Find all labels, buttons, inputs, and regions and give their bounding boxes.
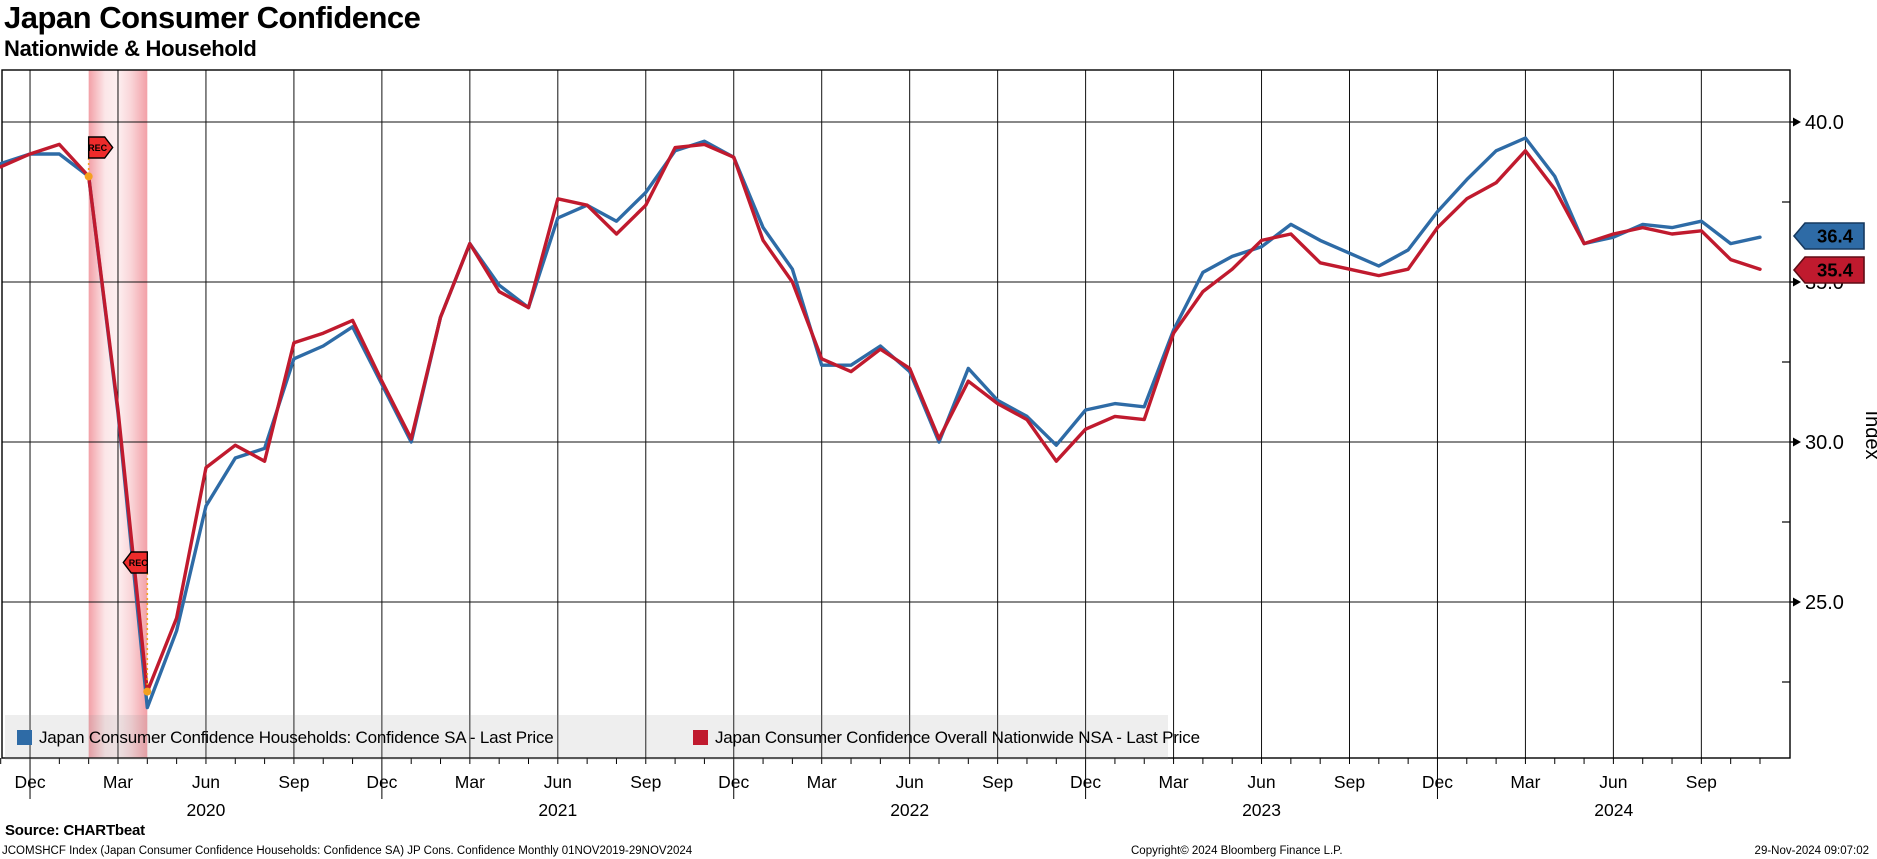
y-tick-label: 25.0 [1805,592,1844,614]
rec-end-dot-icon [143,687,152,696]
x-tick-label: Sep [982,772,1013,792]
chart-legend: Japan Consumer Confidence Households: Co… [5,715,1200,760]
x-tick-label: Dec [14,772,45,792]
rec-start-dot-icon [84,172,93,181]
recession-start-flag-icon [87,136,114,159]
x-year-label: 2024 [1594,800,1633,820]
x-year-label: 2020 [186,800,225,820]
x-tick-label: Jun [192,772,220,792]
legend-item-households[interactable]: Japan Consumer Confidence Households: Co… [17,715,554,760]
page-subtitle: Nationwide & Household [4,36,257,61]
timestamp: 29-Nov-2024 09:07:02 [1754,845,1869,857]
legend-swatch-blue-icon [17,730,32,745]
y-tick-arrow-icon [1793,117,1801,127]
x-tick-label: Sep [278,772,309,792]
x-tick-label: Sep [1334,772,1365,792]
x-tick-label: Mar [807,772,837,792]
ticker-description: JCOMSHCF Index (Japan Consumer Confidenc… [2,845,693,857]
rec-flag-label: REC [129,558,149,568]
source-credit: Source: CHARTbeat [5,822,145,839]
x-tick-label: Dec [718,772,749,792]
x-year-label: 2023 [1242,800,1281,820]
copyright-notice: Copyright© 2024 Bloomberg Finance L.P. [1131,845,1343,857]
page-title: Japan Consumer Confidence [4,0,421,35]
recession-end-flag-icon [122,551,149,574]
y-tick-arrow-icon [1793,437,1801,447]
x-tick-label: Jun [896,772,924,792]
y-tick-label: 40.0 [1805,112,1844,134]
x-tick-label: Jun [1247,772,1275,792]
last-value-badge-label: 36.4 [1817,226,1854,247]
x-tick-label: Dec [1422,772,1453,792]
x-tick-label: Mar [103,772,133,792]
x-tick-label: Jun [544,772,572,792]
plot-border [1,69,1791,759]
legend-label: Japan Consumer Confidence Overall Nation… [715,727,1200,747]
legend-label: Japan Consumer Confidence Households: Co… [39,727,554,747]
x-tick-label: Mar [455,772,485,792]
x-tick-label: Sep [630,772,661,792]
series-line-households [0,136,1762,710]
y-tick-label: 30.0 [1805,432,1844,454]
x-tick-label: Mar [1158,772,1188,792]
x-tick-label: Mar [1510,772,1540,792]
legend-item-nationwide[interactable]: Japan Consumer Confidence Overall Nation… [693,715,1200,760]
series-line-nationwide [0,142,1762,694]
legend-swatch-red-icon [693,730,708,745]
y-tick-arrow-icon [1793,597,1801,607]
y-tick-arrow-icon [1793,277,1801,287]
x-tick-label: Jun [1599,772,1627,792]
x-tick-label: Dec [366,772,397,792]
y-axis-title: Index [1861,411,1877,460]
x-tick-label: Dec [1070,772,1101,792]
last-value-badge [1792,256,1865,284]
x-year-label: 2021 [538,800,577,820]
last-value-badge [1792,222,1865,250]
rec-flag-label: REC [88,143,108,153]
x-tick-label: Sep [1686,772,1717,792]
x-year-label: 2022 [890,800,929,820]
last-value-badge-label: 35.4 [1817,260,1854,281]
